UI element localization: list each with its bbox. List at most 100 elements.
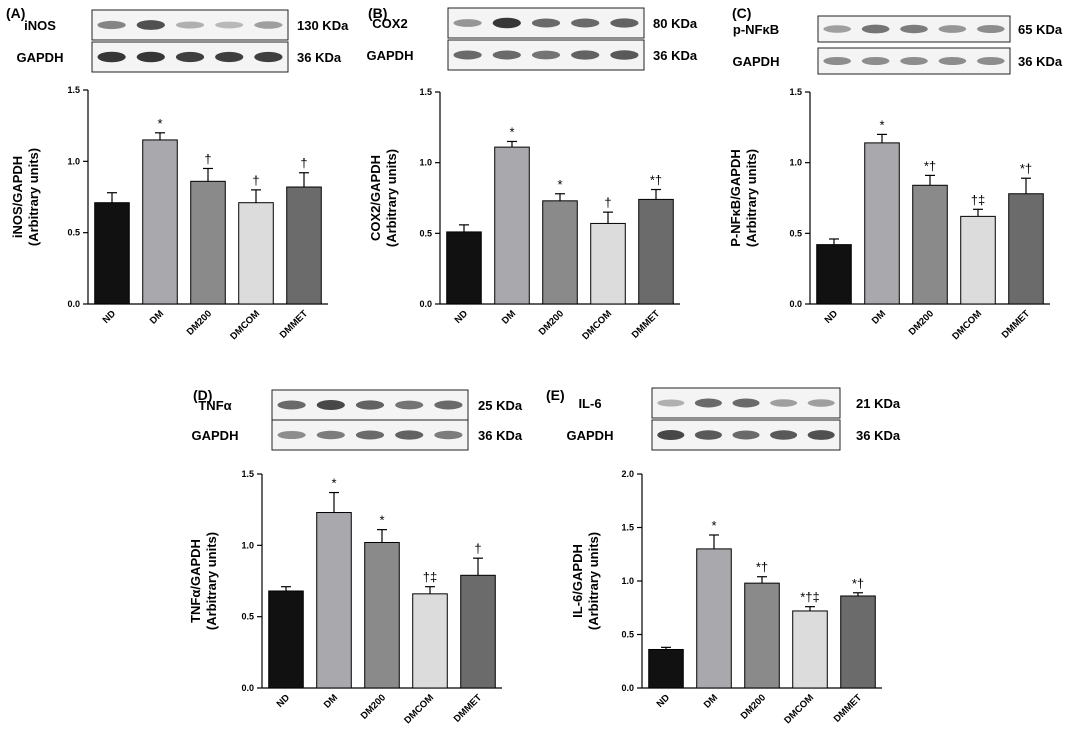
category-label: DM [702,692,720,710]
blot-band [355,430,385,440]
bar [94,202,130,305]
category-label-text: DMCOM [782,692,816,726]
blot-band [136,20,165,30]
category-label: DM200 [907,308,936,337]
significance-label: * [711,518,716,533]
significance-label: *†‡ [800,590,820,605]
blot-band [823,25,852,33]
bar [494,146,530,305]
blot-protein-label: TNFα [198,398,231,413]
significance-label: *† [650,173,662,188]
blot-strip [271,389,469,421]
blot-band [175,21,205,29]
blot-band [395,430,424,440]
blot-band [770,430,798,440]
category-label: DMCOM [782,692,816,726]
y-tick-label: 1.5 [789,87,802,97]
category-label-text: DMMET [630,308,663,341]
panel-letter: (C) [732,5,751,21]
blot-size-label: 65 KDa [1018,22,1063,37]
category-label-text: DMMET [452,692,485,725]
significance-label: † [604,195,611,210]
category-label: DM200 [359,692,388,721]
blot-band [900,24,928,34]
blot-band [938,57,967,65]
y-tick-label: 0.0 [419,299,432,309]
category-label-text: DM [148,308,166,326]
category-label-text: DMMET [1000,308,1033,341]
y-axis-label: IL-6/GAPDH (Arbitrary units) [570,532,601,630]
blot-band [136,51,165,63]
category-label-text: DMCOM [228,308,262,342]
blot-band [492,17,521,29]
category-label: DM [500,308,518,326]
y-axis-label-line: (Arbitrary units) [384,149,399,247]
significance-label: † [474,541,481,556]
bar [238,202,274,305]
significance-label: *† [1020,161,1032,176]
category-label-text: DM [702,692,720,710]
y-axis-label-line: TNFα/GAPDH [188,539,203,623]
bar [840,595,876,689]
bar [1008,193,1044,305]
bar [816,244,852,305]
blot-strip [447,39,645,71]
blot-band [571,50,600,60]
category-label-text: DMMET [832,692,865,725]
blot-band [531,50,561,60]
y-axis-label: COX2/GAPDH (Arbitrary units) [368,149,399,247]
blot-protein-label: GAPDH [567,428,614,443]
category-label-text: DM [500,308,518,326]
blot-band [277,431,306,439]
blot-band [215,21,244,29]
category-label: DM200 [537,308,566,337]
significance-label: *† [924,158,936,173]
panel-letter: (E) [546,387,565,403]
blot-band [254,51,283,63]
bar [446,231,482,305]
category-label: DMCOM [228,308,262,342]
significance-label: *† [852,576,864,591]
y-tick-label: 1.0 [789,158,802,168]
blot-band [571,18,600,28]
category-label: ND [655,692,673,710]
panel-letter: (B) [368,5,387,21]
blot-strip [817,47,1011,75]
blot-band [823,57,852,65]
blot-band [610,18,639,28]
blot-band [610,50,639,60]
y-tick-label: 1.5 [621,523,634,533]
blot-band [770,399,798,407]
category-label-text: DM200 [537,308,566,337]
significance-label: * [157,116,162,131]
category-label: DM [322,692,340,710]
y-axis-label-line: (Arbitrary units) [586,532,601,630]
blot-band [492,50,521,60]
blot-protein-label: IL-6 [578,396,601,411]
significance-label: † [300,156,307,171]
category-label-text: DM [322,692,340,710]
bar [412,593,448,689]
blot-band [395,400,424,410]
y-tick-label: 1.5 [419,87,432,97]
category-label-text: DMCOM [950,308,984,342]
significance-label: †‡ [971,192,985,207]
y-tick-label: 1.0 [419,158,432,168]
category-label: ND [823,308,841,326]
blot-band [732,430,760,440]
category-label: DMMET [278,308,311,341]
blot-protein-label: GAPDH [733,54,780,69]
blot-band [215,51,244,63]
category-label: DM [870,308,888,326]
category-label-text: ND [823,308,841,326]
bar [960,215,996,305]
category-label: ND [453,308,471,326]
category-label-text: ND [101,308,119,326]
blot-band [861,24,890,34]
significance-label: †‡ [423,570,437,585]
blot-size-label: 80 KDa [653,16,698,31]
blot-strip [91,9,289,41]
blot-band [807,430,835,440]
y-tick-label: 1.0 [67,156,80,166]
blot-band [434,430,463,440]
